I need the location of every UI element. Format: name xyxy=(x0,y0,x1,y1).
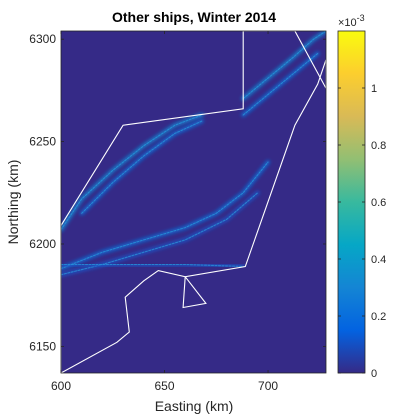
x-axis: 600 650 700 xyxy=(51,31,278,393)
shipping-lanes xyxy=(61,31,326,277)
y-tick-label: 6150 xyxy=(29,339,56,353)
x-tick-label: 700 xyxy=(258,379,278,393)
plot-area xyxy=(60,30,327,374)
colorbar-tick-label: 0 xyxy=(371,368,377,380)
y-tick-label: 6300 xyxy=(29,32,56,46)
boundary-layer xyxy=(61,31,326,373)
y-tick-label: 6200 xyxy=(29,237,56,251)
shipping-lane-core xyxy=(242,52,319,116)
colorbar-exponent: ×10-3 xyxy=(338,13,365,29)
shipping-lane-core xyxy=(61,114,203,231)
chart-title: Other ships, Winter 2014 xyxy=(112,9,276,25)
colorbar-exponent-base: ×10 xyxy=(338,17,357,29)
shipping-lane-core xyxy=(61,161,269,270)
plot-background xyxy=(61,31,326,373)
y-axis: 6150 6200 6250 6300 xyxy=(29,32,326,353)
colorbar-tick-label: 0.8 xyxy=(371,140,386,152)
colorbar-exponent-power: -3 xyxy=(357,13,365,23)
shipping-lane-core xyxy=(242,31,326,100)
colorbar-tick-label: 0.2 xyxy=(371,311,386,323)
plot-frame xyxy=(60,30,327,374)
colorbar-gradient xyxy=(337,30,366,374)
x-tick-label: 650 xyxy=(155,379,175,393)
colorbar-tick-label: 0.6 xyxy=(371,197,386,209)
colorbar-ticks: 0 0.2 0.4 0.6 0.8 1 xyxy=(338,83,386,380)
colorbar-tick-label: 1 xyxy=(371,83,377,95)
colorbar: 0 0.2 0.4 0.6 0.8 1 ×10-3 xyxy=(337,13,386,380)
shipping-lane-core xyxy=(61,263,244,268)
colorbar-tick-label: 0.4 xyxy=(371,254,386,266)
study-area-boundary xyxy=(61,31,326,373)
x-axis-label: Easting (km) xyxy=(155,398,234,414)
y-tick-label: 6250 xyxy=(29,135,56,149)
x-tick-label: 600 xyxy=(51,379,71,393)
shipping-lane-core xyxy=(81,120,203,214)
y-axis-label: Northing (km) xyxy=(5,160,21,245)
